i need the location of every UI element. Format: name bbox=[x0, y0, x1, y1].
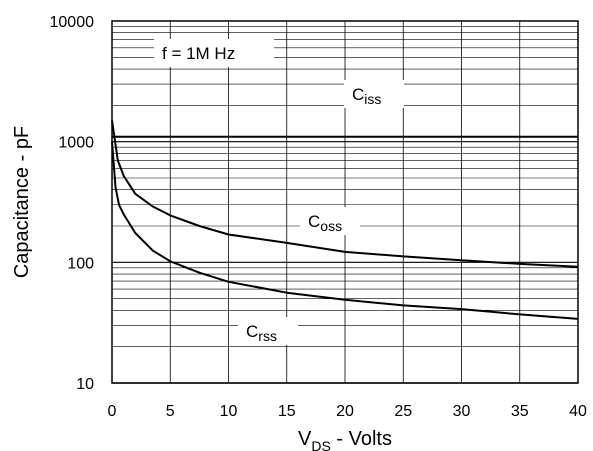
series-label-oss: Coss bbox=[308, 212, 342, 234]
grid bbox=[111, 21, 579, 384]
series-label-iss: Ciss bbox=[352, 85, 381, 107]
tick-labels: 0 5 10 15 20 25 30 35 40 10 100 1000 10000 bbox=[50, 14, 588, 420]
series-line-rss bbox=[111, 141, 579, 320]
series-lines bbox=[111, 120, 579, 320]
frequency-annotation-box bbox=[154, 39, 274, 67]
x-tick-label: 25 bbox=[394, 403, 412, 420]
y-axis-label: Capacitance - pF bbox=[11, 126, 33, 278]
x-tick-label: 0 bbox=[108, 403, 117, 420]
x-axis-label: VDS - Volts bbox=[298, 428, 392, 451]
x-tick-label: 15 bbox=[278, 403, 296, 420]
series-label-iss-box bbox=[344, 80, 404, 108]
frequency-annotation: f = 1M Hz bbox=[162, 44, 235, 63]
plot-frame bbox=[111, 20, 579, 384]
x-tick-label: 10 bbox=[220, 403, 238, 420]
y-tick-label: 10000 bbox=[50, 14, 95, 31]
series-labels: f = 1M Hz Ciss Coss Crss bbox=[154, 39, 404, 345]
series-label-rss: Crss bbox=[246, 322, 277, 344]
x-tick-label: 30 bbox=[453, 403, 471, 420]
x-tick-label: 40 bbox=[569, 403, 587, 420]
series-line-oss bbox=[111, 120, 579, 268]
x-tick-label: 20 bbox=[336, 403, 354, 420]
x-tick-label: 35 bbox=[511, 403, 529, 420]
series-label-rss-box bbox=[238, 317, 298, 345]
y-tick-label: 10 bbox=[76, 376, 94, 393]
y-tick-label: 100 bbox=[67, 255, 94, 272]
series-label-oss-box bbox=[300, 207, 360, 235]
y-tick-label: 1000 bbox=[58, 135, 94, 152]
x-tick-label: 5 bbox=[166, 403, 175, 420]
